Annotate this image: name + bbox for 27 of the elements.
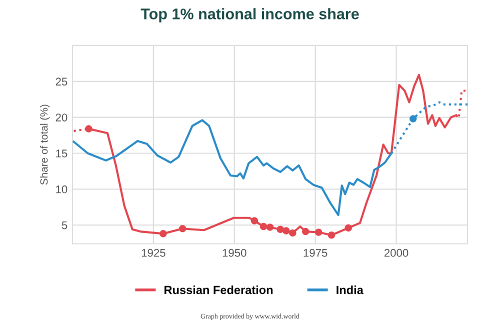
point <box>260 222 268 230</box>
y-axis-title: Share of total (%) <box>40 104 50 185</box>
x-tick-label: 1950 <box>222 248 246 257</box>
y-tick-label: 10 <box>56 185 68 194</box>
point <box>314 228 322 236</box>
point <box>250 217 258 224</box>
x-tick-label: 1925 <box>142 248 166 257</box>
point <box>409 115 417 122</box>
point <box>276 226 284 234</box>
point <box>160 230 167 238</box>
point <box>178 225 186 232</box>
legend-label: Russian Federation <box>164 285 273 294</box>
point <box>266 224 274 231</box>
point <box>282 227 290 234</box>
legend-label: India <box>336 285 364 294</box>
point <box>344 224 352 232</box>
y-tick-label: 5 <box>62 221 68 230</box>
y-tick-label: 15 <box>56 150 68 158</box>
point <box>328 231 336 239</box>
y-tick-label: 20 <box>56 114 68 122</box>
y-tick-label: 25 <box>56 78 68 86</box>
x-tick-label: 1975 <box>304 248 328 257</box>
chart-title: Top 1% national income share <box>140 8 359 22</box>
point <box>302 228 310 236</box>
x-tick-label: 2000 <box>384 248 408 257</box>
point <box>289 229 296 237</box>
point <box>85 125 92 132</box>
